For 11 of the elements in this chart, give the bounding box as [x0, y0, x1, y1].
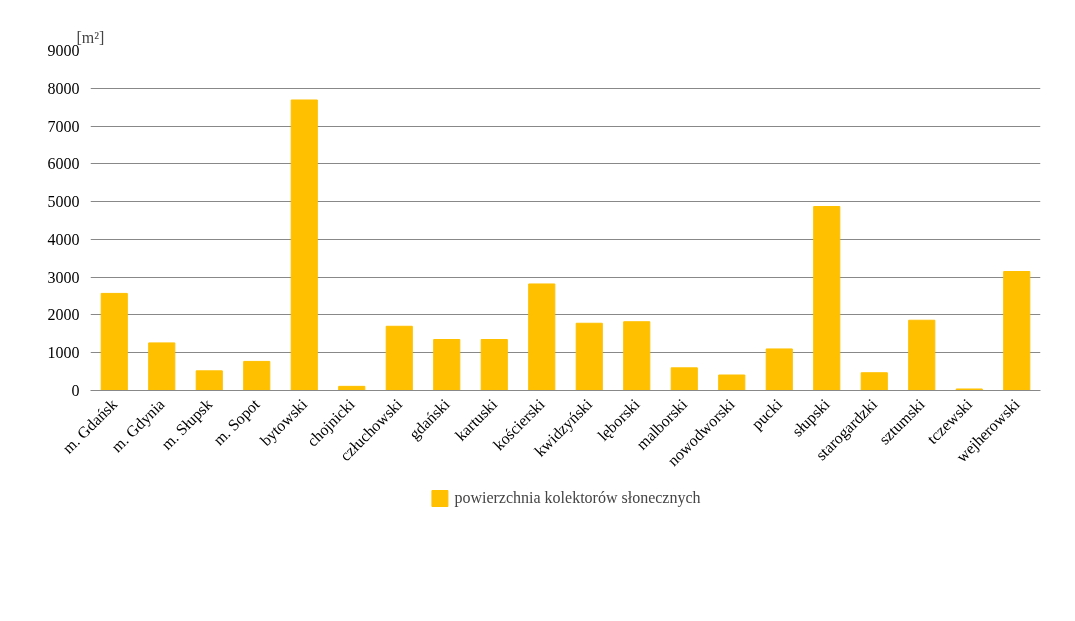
y-tick-label: 0: [71, 382, 80, 399]
y-tick-label: 3000: [47, 268, 80, 286]
y-axis-title: [m²]: [76, 28, 105, 46]
y-tick-label: 4000: [47, 230, 80, 248]
y-tick-label: 6000: [47, 155, 80, 173]
y-tick-label: 5000: [47, 193, 80, 211]
y-tick-label: 7000: [47, 117, 80, 135]
y-tick-label: 2000: [47, 306, 80, 324]
legend-label: powierzchnia kolektorów słonecznych: [454, 489, 701, 507]
y-tick-label: 8000: [47, 79, 80, 97]
y-tick-label: 1000: [47, 344, 80, 362]
